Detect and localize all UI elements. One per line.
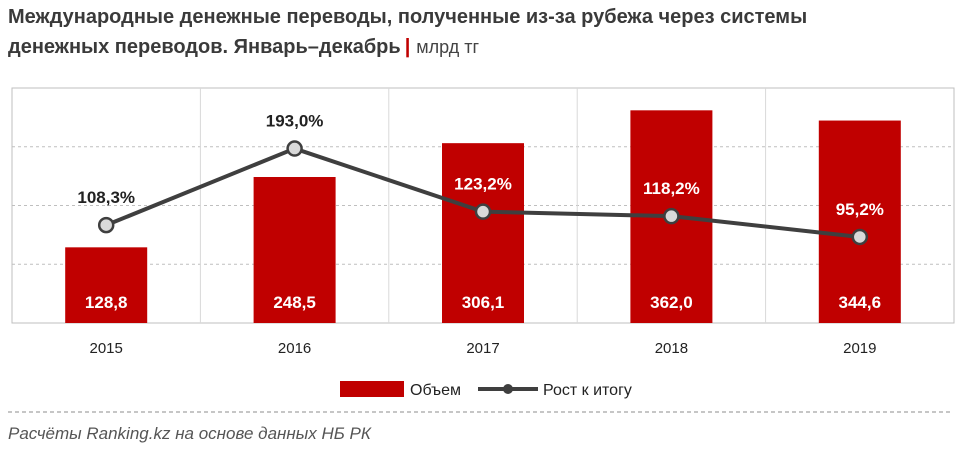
bar-value-label-2019: 344,6 — [839, 293, 882, 312]
growth-point-2015 — [97, 216, 115, 234]
legend-label-volume: Объем — [410, 382, 461, 399]
bar-value-label-2016: 248,5 — [273, 293, 316, 312]
bar-2015 — [65, 247, 148, 323]
bar-value-label-2017: 306,1 — [462, 293, 505, 312]
legend-swatch-volume — [340, 381, 404, 397]
legend-swatch-marker — [503, 384, 513, 394]
title-separator: | — [404, 36, 411, 58]
bar-2017 — [442, 143, 524, 323]
growth-label-2015: 108,3% — [77, 188, 135, 207]
bar-2019 — [818, 120, 901, 323]
growth-label-2019: 95,2% — [836, 200, 884, 219]
growth-point-2017 — [474, 203, 492, 220]
x-tick-label-2015: 2015 — [90, 340, 123, 357]
growth-label-2018: 118,2% — [643, 179, 700, 198]
bar-value-label-2015: 128,8 — [85, 293, 128, 312]
chart-title-line2: денежных переводов. Январь–декабрь | млрд … — [8, 32, 948, 62]
bar-2016 — [253, 177, 336, 323]
x-tick-label-2016: 2016 — [278, 340, 311, 357]
chart-title: Международные денежные переводы, получен… — [8, 2, 948, 62]
growth-label-2017: 123,2% — [454, 175, 512, 194]
chart-unit: млрд тг — [416, 37, 480, 57]
x-tick-label-2019: 2019 — [843, 340, 876, 357]
chart-title-line1: Международные денежные переводы, получен… — [8, 6, 808, 28]
growth-point-2019 — [851, 228, 869, 246]
bar-value-label-2018: 362,0 — [650, 293, 693, 312]
growth-point-2016 — [286, 140, 303, 157]
x-tick-label-2017: 2017 — [466, 340, 499, 357]
growth-label-2016: 193,0% — [266, 112, 324, 131]
chart-title-line2-text: денежных переводов. Январь–декабрь — [8, 36, 401, 58]
growth-point-2018 — [663, 207, 680, 225]
legend-label-growth: Рост к итогу — [543, 382, 632, 399]
source-note: Расчёты Ranking.kz на основе данных НБ Р… — [8, 424, 371, 443]
x-tick-label-2018: 2018 — [655, 340, 688, 357]
